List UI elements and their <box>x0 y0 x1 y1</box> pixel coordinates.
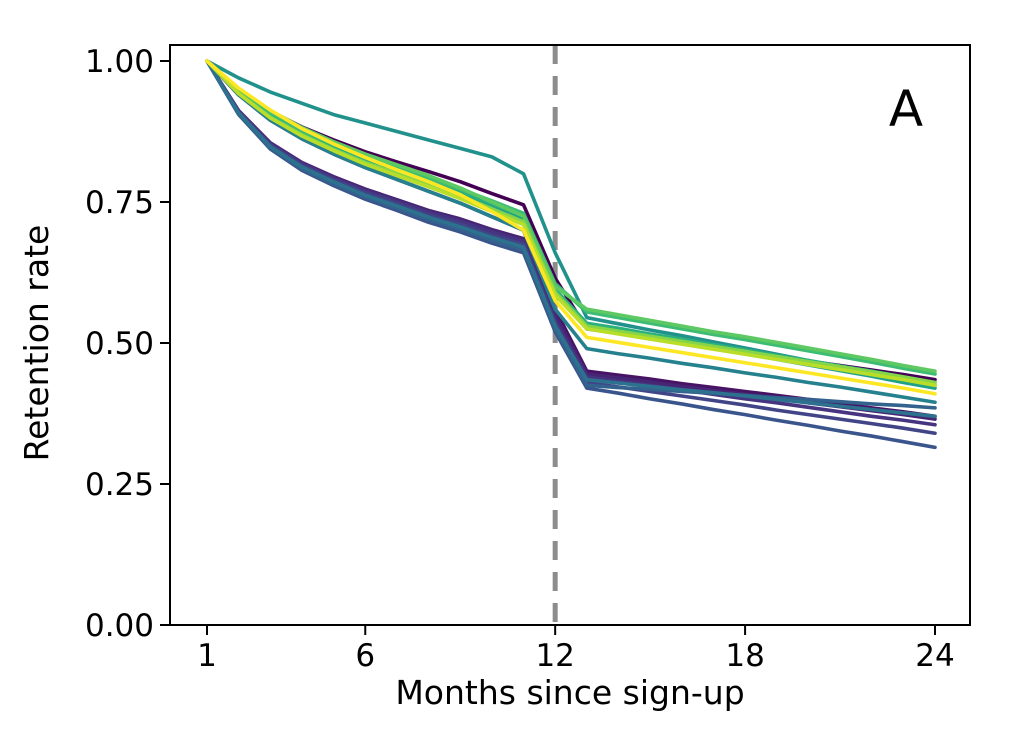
plot-border <box>169 44 971 626</box>
y-tick-label: 1.00 <box>85 44 154 80</box>
retention-line-cohort-16 <box>205 59 937 388</box>
y-tick-label: 0.75 <box>85 185 154 221</box>
x-tick-label: 24 <box>915 638 954 674</box>
retention-line-cohort-09 <box>205 59 937 405</box>
x-tick-label: 12 <box>535 638 574 674</box>
axis-ticks-group: 1 6 12 18 24 0.00 0.25 0.50 0.75 1.00 <box>85 44 955 674</box>
retention-line-cohort-04 <box>205 59 937 427</box>
retention-line-cohort-14 <box>205 59 937 374</box>
y-tick-label: 0.25 <box>85 467 154 503</box>
x-tick-label: 18 <box>725 638 764 674</box>
y-tick-label: 0.50 <box>85 326 154 362</box>
x-tick-label: 1 <box>197 638 217 674</box>
y-tick-label: 0.00 <box>85 608 154 644</box>
y-axis-label: Retention rate <box>17 225 56 462</box>
retention-line-cohort-08 <box>205 59 937 419</box>
x-tick-label: 6 <box>355 638 375 674</box>
retention-lines-group <box>205 59 937 450</box>
retention-line-cohort-06 <box>205 59 937 450</box>
panel-label: A <box>889 80 923 138</box>
x-axis-label: Months since sign-up <box>395 673 744 712</box>
retention-line-cohort-07 <box>205 59 937 410</box>
retention-line-cohort-17 <box>205 59 937 396</box>
